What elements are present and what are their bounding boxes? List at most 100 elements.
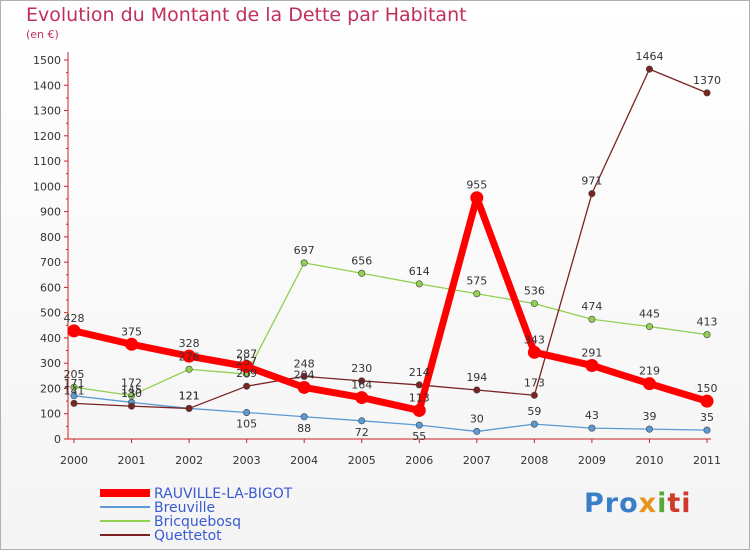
data-label: 121 [179,389,200,402]
data-point [585,358,599,372]
y-tick-label: 1500 [33,54,61,67]
chart-title: Evolution du Montant de la Dette par Hab… [26,4,467,26]
data-point [473,386,481,394]
data-point [645,323,653,331]
logo-part: Pro [584,488,639,519]
data-point [182,349,196,363]
data-label: 614 [409,265,430,278]
data-point [358,269,366,277]
data-label: 113 [409,391,430,404]
y-tick-label: 400 [40,332,61,345]
data-point [588,424,596,432]
data-label: 276 [179,350,200,363]
logo-part: i [657,488,668,519]
legend-label: RAUVILLE-LA-BIGOT [154,486,293,502]
data-point [703,426,711,434]
data-label: 536 [524,285,545,298]
data-point [300,372,308,380]
data-label: 209 [236,367,257,380]
data-point [358,417,366,425]
data-point [588,190,596,198]
data-point [300,259,308,267]
data-label: 173 [524,376,545,389]
data-label: 474 [581,300,602,313]
data-label: 205 [64,368,85,381]
data-label: 1370 [693,74,721,87]
y-tick-label: 100 [40,408,61,421]
x-tick-label: 2001 [118,454,146,467]
x-tick-label: 2003 [233,454,261,467]
data-label: 575 [466,275,487,288]
data-point [185,365,193,373]
data-point [243,408,251,416]
data-point [125,337,139,351]
data-label: 971 [581,175,602,188]
logo-part: x [638,488,658,519]
data-label: 39 [642,410,656,423]
data-label: 121 [179,389,200,402]
data-label: 343 [524,333,545,346]
y-tick-label: 1000 [33,180,61,193]
x-tick-label: 2009 [578,454,606,467]
data-label: 194 [466,371,487,384]
y-tick-label: 700 [40,256,61,269]
x-tick-label: 2010 [635,454,663,467]
data-point [415,421,423,429]
data-label: 204 [294,368,315,381]
data-point [530,420,538,428]
data-point [297,380,311,394]
data-point [185,404,193,412]
data-label: 43 [585,409,599,422]
x-tick-label: 2004 [290,454,318,467]
data-label: 35 [700,411,714,424]
legend-label: Breuville [154,500,215,516]
data-point [645,65,653,73]
logo-part: ti [667,488,692,519]
data-point [300,413,308,421]
y-tick-label: 1200 [33,130,61,143]
data-label: 72 [355,426,369,439]
data-point [70,399,78,407]
data-point [128,392,136,400]
x-tick-label: 2005 [348,454,376,467]
y-tick-label: 300 [40,357,61,370]
series-line-0 [73,194,709,414]
data-label: 328 [179,337,200,350]
x-tick-label: 2007 [463,454,491,467]
data-label: 257 [236,355,257,368]
y-tick-label: 500 [40,307,61,320]
data-label: 656 [351,254,372,267]
data-point [473,290,481,298]
data-point [703,89,711,97]
data-label: 141 [64,384,85,397]
y-tick-label: 600 [40,281,61,294]
data-point [588,315,596,323]
data-point [415,381,423,389]
series-line-3 [73,68,708,410]
data-label: 88 [297,422,311,435]
x-tick-label: 2006 [405,454,433,467]
data-label: 445 [639,308,660,321]
y-tick-label: 900 [40,206,61,219]
data-point [70,392,78,400]
y-tick-label: 800 [40,231,61,244]
data-point [642,377,656,391]
data-point [243,382,251,390]
data-point [70,383,78,391]
y-tick-label: 0 [54,433,61,446]
data-label: 171 [64,377,85,390]
data-label: 214 [409,366,430,379]
y-tick-label: 200 [40,382,61,395]
data-label: 172 [121,377,142,390]
x-tick-label: 2002 [175,454,203,467]
data-point [412,403,426,417]
data-point [530,391,538,399]
data-label: 145 [121,383,142,396]
series-line-2 [73,262,708,397]
data-label: 130 [121,387,142,400]
data-label: 230 [351,362,372,375]
data-point [415,280,423,288]
data-label: 428 [64,312,85,325]
